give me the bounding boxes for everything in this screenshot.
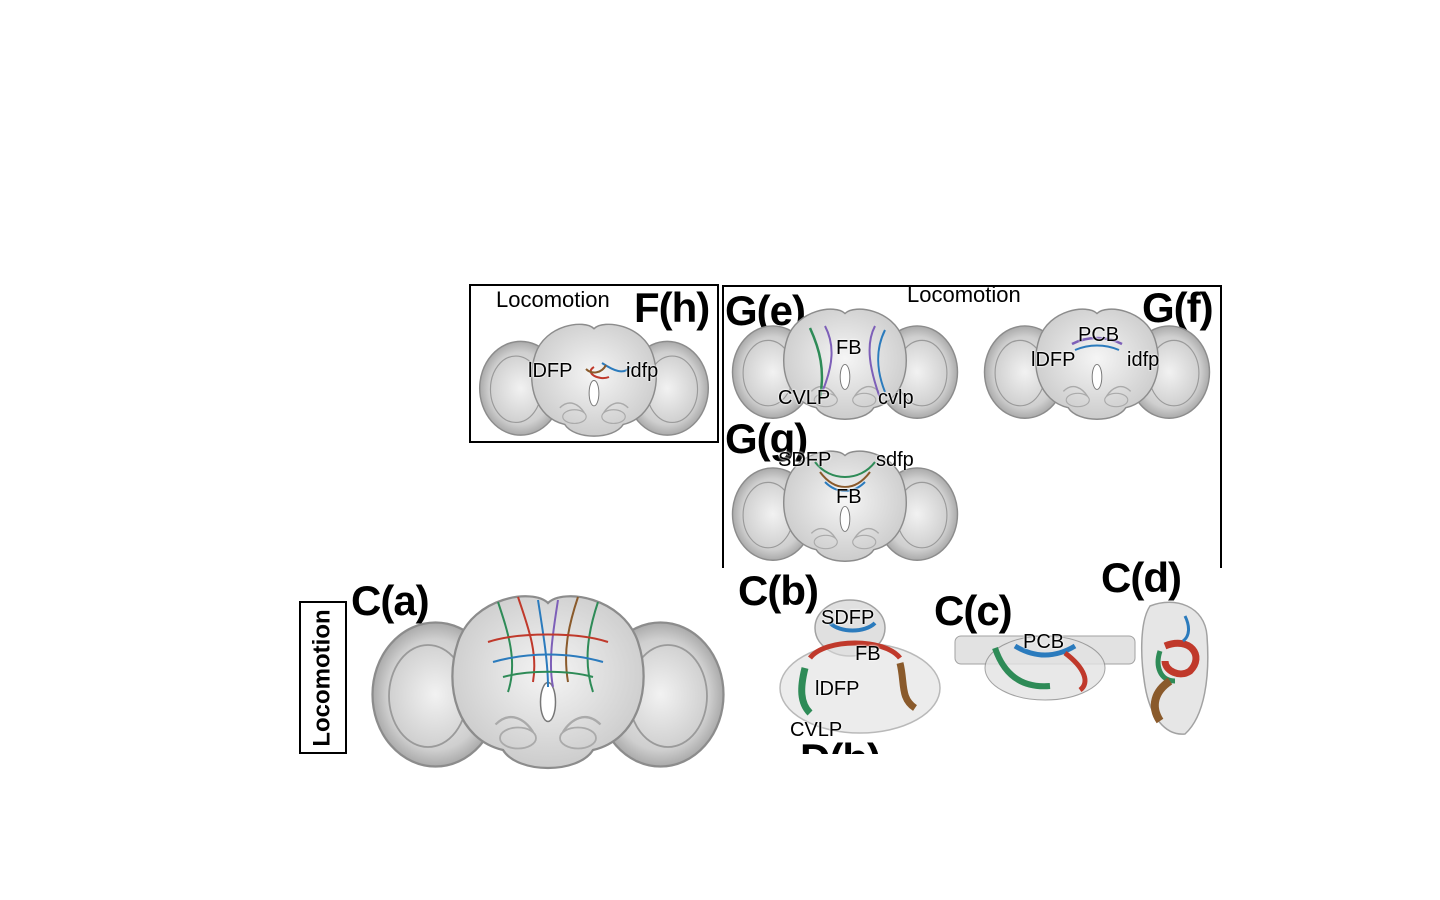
neuron-tracings — [487, 596, 609, 693]
region-label: cvlp — [878, 387, 914, 409]
panel-g-e-label: G(e) — [725, 287, 806, 334]
panel-g-f-brain — [983, 308, 1211, 420]
panel-g-g-brain — [731, 450, 959, 562]
region-label: PCB — [1078, 324, 1120, 346]
region-label: SDFP — [821, 607, 875, 629]
region-label: sdfp — [876, 449, 914, 471]
region-label: FB — [836, 337, 862, 359]
panel-c-a-brain — [371, 595, 725, 770]
panel-g-e-brain — [731, 308, 959, 420]
region-label: SDFP — [778, 449, 832, 471]
panel-g-caption: Locomotion — [907, 282, 1021, 307]
panel-c-b-label: C(b) — [738, 567, 819, 614]
region-label: idfp — [626, 360, 659, 382]
panel-f-h-frame — [469, 284, 719, 443]
panel-d-b-label: D(b) — [800, 738, 880, 754]
panel-f-h-brain — [478, 323, 710, 437]
panel-c-a-side-caption-text: Locomotion — [309, 608, 336, 747]
panel-c-a-label: C(a) — [351, 577, 430, 624]
panel-c-c-label: C(c) — [934, 587, 1013, 634]
panel-g-g-label: G(g) — [725, 415, 808, 462]
region-label: FB — [836, 486, 862, 508]
region-label: lDFP — [1031, 349, 1076, 371]
region-label: CVLP — [790, 719, 843, 741]
region-label: PCB — [1023, 631, 1065, 653]
panel-c-c-brain — [954, 635, 1136, 701]
panel-c-a-side-caption: Locomotion — [299, 601, 347, 754]
panel-g-frame — [722, 285, 1222, 568]
panel-f-h-caption: Locomotion — [496, 287, 610, 312]
region-label: FB — [855, 643, 881, 665]
panel-c-b-brain — [779, 599, 941, 734]
region-label: lDFP — [528, 360, 573, 382]
region-label: idfp — [1127, 349, 1160, 371]
panel-g-f-label: G(f) — [1142, 284, 1214, 331]
region-label: CVLP — [778, 387, 831, 409]
region-label: lDFP — [815, 678, 860, 700]
panel-f-h-label: F(h) — [634, 284, 710, 331]
panel-c-a-side-frame — [299, 601, 347, 754]
panel-c-d-label: C(d) — [1101, 554, 1182, 601]
panel-c-d-brain — [1140, 601, 1209, 735]
